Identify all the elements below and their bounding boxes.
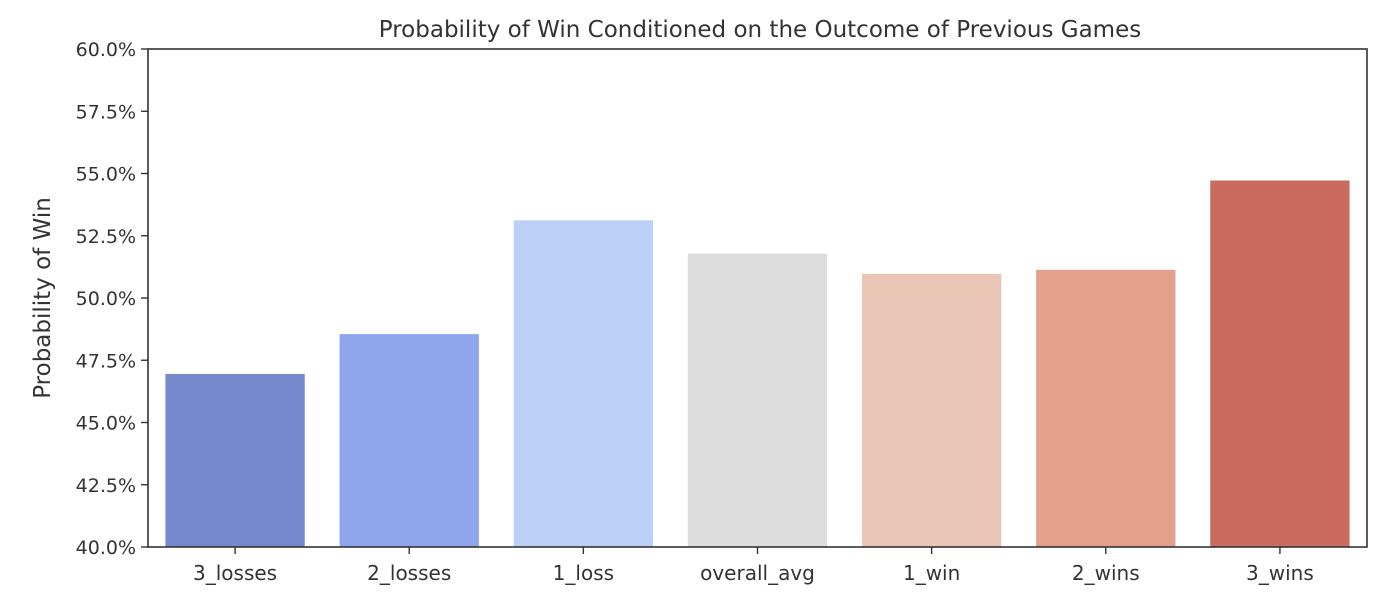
y-tick-label: 52.5% (76, 226, 136, 248)
y-tick-label: 45.0% (76, 413, 136, 435)
y-tick-label: 47.5% (76, 350, 136, 372)
y-tick-label: 50.0% (76, 288, 136, 310)
x-axis-ticks: 3_losses 2_losses 1_loss overall_avg 1_win 2_… (193, 547, 1314, 585)
y-tick-label: 42.5% (76, 475, 136, 497)
bar-3-losses (165, 373, 305, 547)
bar-1-loss (513, 220, 654, 547)
y-tick-label: 57.5% (76, 101, 136, 123)
bar-overall-avg (687, 253, 828, 548)
bars-group (165, 180, 1350, 548)
x-tick-label: 1_win (903, 561, 960, 585)
x-tick-label: 1_loss (553, 561, 614, 585)
chart-title: Probability of Win Conditioned on the Ou… (379, 17, 1141, 43)
bar-3-wins (1210, 180, 1350, 548)
y-tick-label: 60.0% (76, 39, 136, 61)
y-tick-label: 40.0% (76, 537, 136, 559)
plot-frame (147, 48, 1368, 548)
x-tick-label: 3_losses (193, 561, 277, 585)
bar-2-losses (339, 334, 479, 547)
x-tick-label: 3_wins (1246, 561, 1314, 585)
bar-2-wins (1036, 269, 1176, 547)
y-axis-ticks: 40.0% 42.5% 45.0% 47.5% 50.0% 52.5% 55.0% 57.5%… (76, 39, 148, 559)
x-tick-label: overall_avg (700, 561, 815, 585)
y-tick-label: 55.0% (76, 164, 136, 186)
x-tick-label: 2_wins (1072, 561, 1140, 585)
x-tick-label: 2_losses (367, 561, 451, 585)
bar-1-win (861, 273, 1002, 547)
y-axis-label: Probability of Win (30, 197, 56, 399)
